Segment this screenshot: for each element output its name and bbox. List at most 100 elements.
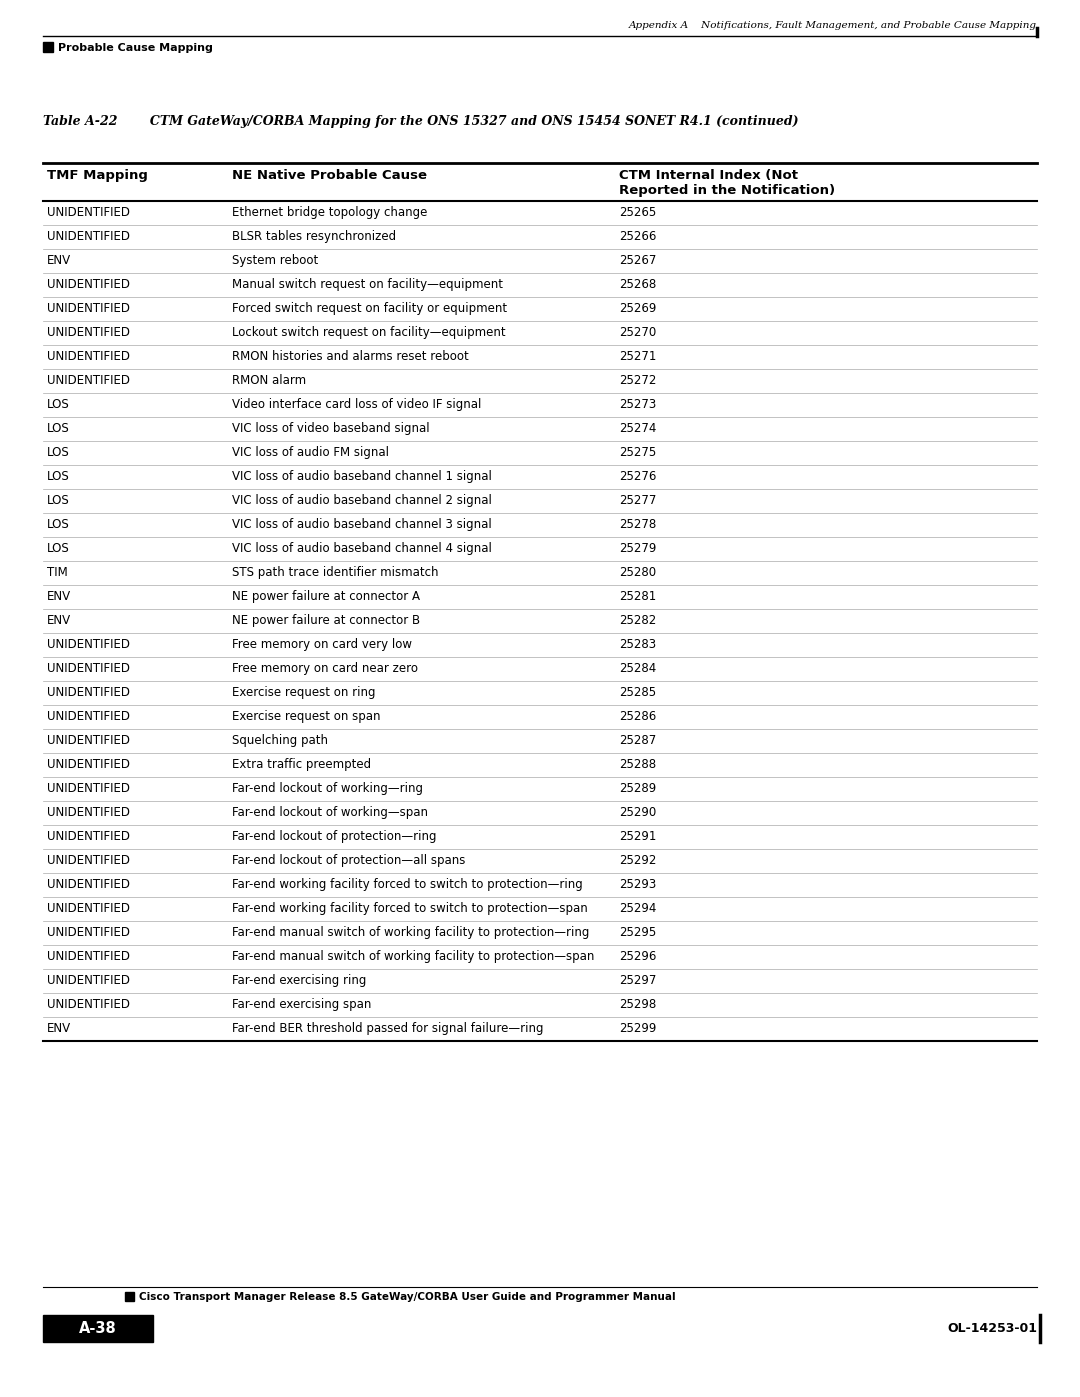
Text: 25278: 25278: [619, 518, 657, 531]
Text: Far-end working facility forced to switch to protection—span: Far-end working facility forced to switc…: [232, 902, 588, 915]
Text: VIC loss of audio baseband channel 1 signal: VIC loss of audio baseband channel 1 sig…: [232, 469, 491, 483]
Text: 25287: 25287: [619, 733, 657, 747]
Text: Far-end exercising span: Far-end exercising span: [232, 997, 372, 1011]
Text: VIC loss of audio baseband channel 2 signal: VIC loss of audio baseband channel 2 sig…: [232, 495, 491, 507]
Text: Far-end lockout of working—span: Far-end lockout of working—span: [232, 806, 428, 819]
Text: 25296: 25296: [619, 950, 657, 963]
Text: UNIDENTIFIED: UNIDENTIFIED: [48, 974, 130, 988]
Text: 25274: 25274: [619, 422, 657, 434]
Text: Far-end lockout of protection—ring: Far-end lockout of protection—ring: [232, 830, 436, 842]
Text: 25277: 25277: [619, 495, 657, 507]
Text: 25297: 25297: [619, 974, 657, 988]
Text: Table A-22: Table A-22: [43, 115, 118, 129]
Text: UNIDENTIFIED: UNIDENTIFIED: [48, 662, 130, 675]
Bar: [43, 1315, 153, 1343]
Text: STS path trace identifier mismatch: STS path trace identifier mismatch: [232, 566, 438, 578]
Text: VIC loss of audio baseband channel 4 signal: VIC loss of audio baseband channel 4 sig…: [232, 542, 491, 555]
Text: 25292: 25292: [619, 854, 657, 868]
Text: Squelching path: Squelching path: [232, 733, 328, 747]
Text: Appendix A    Notifications, Fault Management, and Probable Cause Mapping: Appendix A Notifications, Fault Manageme…: [629, 21, 1037, 29]
Text: UNIDENTIFIED: UNIDENTIFIED: [48, 278, 130, 291]
Text: TMF Mapping: TMF Mapping: [48, 169, 148, 182]
Text: LOS: LOS: [48, 542, 70, 555]
Text: UNIDENTIFIED: UNIDENTIFIED: [48, 638, 130, 651]
Text: Far-end exercising ring: Far-end exercising ring: [232, 974, 366, 988]
Text: System reboot: System reboot: [232, 254, 319, 267]
Text: 25290: 25290: [619, 806, 657, 819]
Text: Lockout switch request on facility—equipment: Lockout switch request on facility—equip…: [232, 326, 505, 339]
Text: LOS: LOS: [48, 518, 70, 531]
Text: LOS: LOS: [48, 469, 70, 483]
Text: UNIDENTIFIED: UNIDENTIFIED: [48, 710, 130, 724]
Text: NE power failure at connector A: NE power failure at connector A: [232, 590, 420, 604]
Text: CTM GateWay/CORBA Mapping for the ONS 15327 and ONS 15454 SONET R4.1 (continued): CTM GateWay/CORBA Mapping for the ONS 15…: [129, 115, 798, 129]
Text: 25294: 25294: [619, 902, 657, 915]
Text: UNIDENTIFIED: UNIDENTIFIED: [48, 782, 130, 795]
Text: 25291: 25291: [619, 830, 657, 842]
Text: UNIDENTIFIED: UNIDENTIFIED: [48, 302, 130, 314]
Text: Far-end manual switch of working facility to protection—ring: Far-end manual switch of working facilit…: [232, 926, 590, 939]
Text: VIC loss of audio FM signal: VIC loss of audio FM signal: [232, 446, 389, 460]
Text: BLSR tables resynchronized: BLSR tables resynchronized: [232, 231, 396, 243]
Text: UNIDENTIFIED: UNIDENTIFIED: [48, 733, 130, 747]
Text: UNIDENTIFIED: UNIDENTIFIED: [48, 902, 130, 915]
Text: 25295: 25295: [619, 926, 657, 939]
Text: 25273: 25273: [619, 398, 657, 411]
Text: Far-end working facility forced to switch to protection—ring: Far-end working facility forced to switc…: [232, 877, 583, 891]
Text: 25288: 25288: [619, 759, 657, 771]
Text: RMON alarm: RMON alarm: [232, 374, 306, 387]
Text: Far-end BER threshold passed for signal failure—ring: Far-end BER threshold passed for signal …: [232, 1023, 543, 1035]
Bar: [125, 1292, 134, 1301]
Text: Reported in the Notification): Reported in the Notification): [619, 184, 835, 197]
Text: Ethernet bridge topology change: Ethernet bridge topology change: [232, 205, 428, 219]
Text: UNIDENTIFIED: UNIDENTIFIED: [48, 997, 130, 1011]
Text: 25271: 25271: [619, 351, 657, 363]
Text: 25272: 25272: [619, 374, 657, 387]
Text: LOS: LOS: [48, 495, 70, 507]
Text: 25289: 25289: [619, 782, 657, 795]
Text: UNIDENTIFIED: UNIDENTIFIED: [48, 830, 130, 842]
Text: Probable Cause Mapping: Probable Cause Mapping: [58, 43, 213, 53]
Text: Extra traffic preempted: Extra traffic preempted: [232, 759, 372, 771]
Text: Forced switch request on facility or equipment: Forced switch request on facility or equ…: [232, 302, 508, 314]
Text: 25282: 25282: [619, 615, 657, 627]
Text: VIC loss of video baseband signal: VIC loss of video baseband signal: [232, 422, 430, 434]
Text: NE power failure at connector B: NE power failure at connector B: [232, 615, 420, 627]
Text: NE Native Probable Cause: NE Native Probable Cause: [232, 169, 427, 182]
Text: UNIDENTIFIED: UNIDENTIFIED: [48, 326, 130, 339]
Text: UNIDENTIFIED: UNIDENTIFIED: [48, 231, 130, 243]
Text: 25280: 25280: [619, 566, 657, 578]
Text: 25279: 25279: [619, 542, 657, 555]
Text: VIC loss of audio baseband channel 3 signal: VIC loss of audio baseband channel 3 sig…: [232, 518, 491, 531]
Text: UNIDENTIFIED: UNIDENTIFIED: [48, 806, 130, 819]
Text: Far-end lockout of protection—all spans: Far-end lockout of protection—all spans: [232, 854, 465, 868]
Text: Free memory on card very low: Free memory on card very low: [232, 638, 411, 651]
Text: 25299: 25299: [619, 1023, 657, 1035]
Text: OL-14253-01: OL-14253-01: [947, 1322, 1037, 1336]
Text: TIM: TIM: [48, 566, 68, 578]
Text: 25275: 25275: [619, 446, 657, 460]
Text: 25269: 25269: [619, 302, 657, 314]
Text: Exercise request on span: Exercise request on span: [232, 710, 380, 724]
Text: 25266: 25266: [619, 231, 657, 243]
Text: RMON histories and alarms reset reboot: RMON histories and alarms reset reboot: [232, 351, 469, 363]
Text: 25293: 25293: [619, 877, 657, 891]
Text: Manual switch request on facility—equipment: Manual switch request on facility—equipm…: [232, 278, 503, 291]
Text: UNIDENTIFIED: UNIDENTIFIED: [48, 374, 130, 387]
Text: ENV: ENV: [48, 254, 71, 267]
Text: 25265: 25265: [619, 205, 657, 219]
Text: 25285: 25285: [619, 686, 657, 698]
Text: UNIDENTIFIED: UNIDENTIFIED: [48, 351, 130, 363]
Text: Far-end lockout of working—ring: Far-end lockout of working—ring: [232, 782, 423, 795]
Text: 25268: 25268: [619, 278, 657, 291]
Text: ENV: ENV: [48, 615, 71, 627]
Text: LOS: LOS: [48, 398, 70, 411]
Text: 25283: 25283: [619, 638, 657, 651]
Text: 25276: 25276: [619, 469, 657, 483]
Text: UNIDENTIFIED: UNIDENTIFIED: [48, 950, 130, 963]
Text: 25270: 25270: [619, 326, 657, 339]
Text: ENV: ENV: [48, 1023, 71, 1035]
Text: 25281: 25281: [619, 590, 657, 604]
Text: LOS: LOS: [48, 446, 70, 460]
Text: ENV: ENV: [48, 590, 71, 604]
